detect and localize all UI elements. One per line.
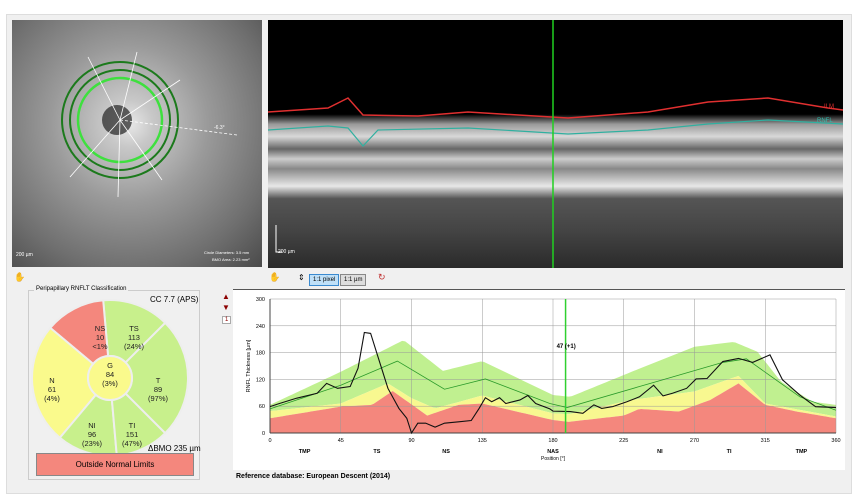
sector-axis-label: TMP <box>796 449 808 455</box>
bmo-value: ΔBMO 235 µm <box>148 444 201 453</box>
sector-axis-label: TS <box>373 449 380 455</box>
oct-bscan-image[interactable]: ILM RNFL 200 µm <box>268 20 843 268</box>
sector-G-id: G <box>107 361 113 370</box>
reset-icon[interactable]: ↻ <box>378 272 386 282</box>
reference-database-label: Reference database: European Descent (20… <box>236 473 391 480</box>
sector-axis-label: NI <box>657 449 663 455</box>
sector-NS-value: 10 <box>96 333 104 342</box>
sector-N-pct: (4%) <box>44 394 60 403</box>
circle-diameter-info: Circle Diameters: 3.5 mm <box>204 250 250 255</box>
sector-axis-label: TMP <box>299 449 311 455</box>
sector-TS-pct: (24%) <box>124 342 145 351</box>
bmo-area-info: BMO Area: 2.23 mm² <box>212 257 250 262</box>
sector-NI-id: NI <box>88 421 96 430</box>
arrow-down-icon[interactable]: ▼ <box>222 303 230 312</box>
pan-hand-icon[interactable]: ✋ <box>14 272 26 282</box>
scale-bar-label: 200 µm <box>16 252 33 258</box>
sector-NI-value: 96 <box>88 430 96 439</box>
oct-scale-label: 200 µm <box>278 249 295 255</box>
page-number[interactable]: 1 <box>222 316 232 324</box>
y-tick-label: 240 <box>256 324 265 330</box>
sector-NS-pct: <1% <box>92 342 108 351</box>
x-tick-label: 270 <box>690 438 699 444</box>
one-to-one-pixel-button[interactable]: 1:1 pixel <box>309 274 340 286</box>
sector-TI-id: TI <box>129 421 136 430</box>
sector-NI-pct: (23%) <box>82 439 103 448</box>
sector-G-pct: (3%) <box>102 379 118 388</box>
sector-T <box>108 321 189 435</box>
x-tick-label: 0 <box>268 438 271 444</box>
sector-G-value: 84 <box>106 370 114 379</box>
sector-NS-id: NS <box>95 324 105 333</box>
sector-T-id: T <box>156 376 161 385</box>
y-axis-title: RNFL Thickness [µm] <box>246 339 252 392</box>
bmo-text: BMO 235 µm <box>153 444 201 453</box>
sector-axis-label: NS <box>442 449 450 455</box>
y-tick-label: 60 <box>259 404 265 410</box>
sector-N-value: 61 <box>48 385 56 394</box>
fundus-image[interactable]: -6.3° 200 µm Circle Diameters: 3.5 mm BM… <box>12 20 262 267</box>
x-tick-label: 135 <box>478 438 487 444</box>
pan-hand-icon-oct[interactable]: ✋ <box>269 272 281 282</box>
cursor-value-label: 47 (+1) <box>557 344 576 350</box>
one-to-one-micron-button[interactable]: 1:1 µm <box>340 274 367 286</box>
sector-TS-id: TS <box>129 324 139 333</box>
sector-N <box>31 326 112 440</box>
sector-TI-pct: (47%) <box>122 439 143 448</box>
fit-height-icon[interactable]: ⇕ <box>298 273 305 282</box>
arrow-up-icon[interactable]: ▲ <box>222 292 230 301</box>
y-tick-label: 120 <box>256 377 265 383</box>
classification-result-badge: Outside Normal Limits <box>36 453 194 476</box>
series-mean-line <box>269 358 837 411</box>
x-tick-label: 315 <box>761 438 770 444</box>
sector-T-pct: (97%) <box>148 394 169 403</box>
x-tick-label: 45 <box>338 438 344 444</box>
delta-icon: Δ <box>148 444 154 453</box>
y-tick-label: 0 <box>262 431 265 437</box>
classification-title: Peripapillary RNFLT Classification <box>34 286 129 292</box>
segmentation-overlay <box>268 20 843 268</box>
x-tick-label: 90 <box>408 438 414 444</box>
y-tick-label: 180 <box>256 351 265 357</box>
sector-T-value: 89 <box>154 385 162 394</box>
x-tick-label: 180 <box>548 438 557 444</box>
x-tick-label: 360 <box>831 438 840 444</box>
sector-axis-label: NAS <box>547 449 559 455</box>
cc-value: CC 7.7 (APS) <box>150 295 199 304</box>
sector-G-center <box>87 355 133 401</box>
scan-circles-overlay <box>61 51 238 198</box>
angle-label: -6.3° <box>214 125 225 131</box>
x-tick-label: 225 <box>619 438 628 444</box>
y-tick-label: 300 <box>256 297 265 303</box>
rnfl-label: RNFL <box>817 118 833 124</box>
sector-NS <box>48 299 112 381</box>
sector-N-id: N <box>49 376 54 385</box>
x-axis-title: Position [°] <box>541 456 566 462</box>
sector-axis-label: TI <box>727 449 732 455</box>
ilm-label: ILM <box>824 104 835 110</box>
sector-TI-value: 151 <box>126 430 139 439</box>
rnfl-thickness-chart: 0 60 120 180 240 300 0 45 90 135 180 225 270 315 360 TM… <box>233 289 845 470</box>
sector-TS-value: 113 <box>128 333 140 342</box>
series-patient-line <box>269 331 837 435</box>
